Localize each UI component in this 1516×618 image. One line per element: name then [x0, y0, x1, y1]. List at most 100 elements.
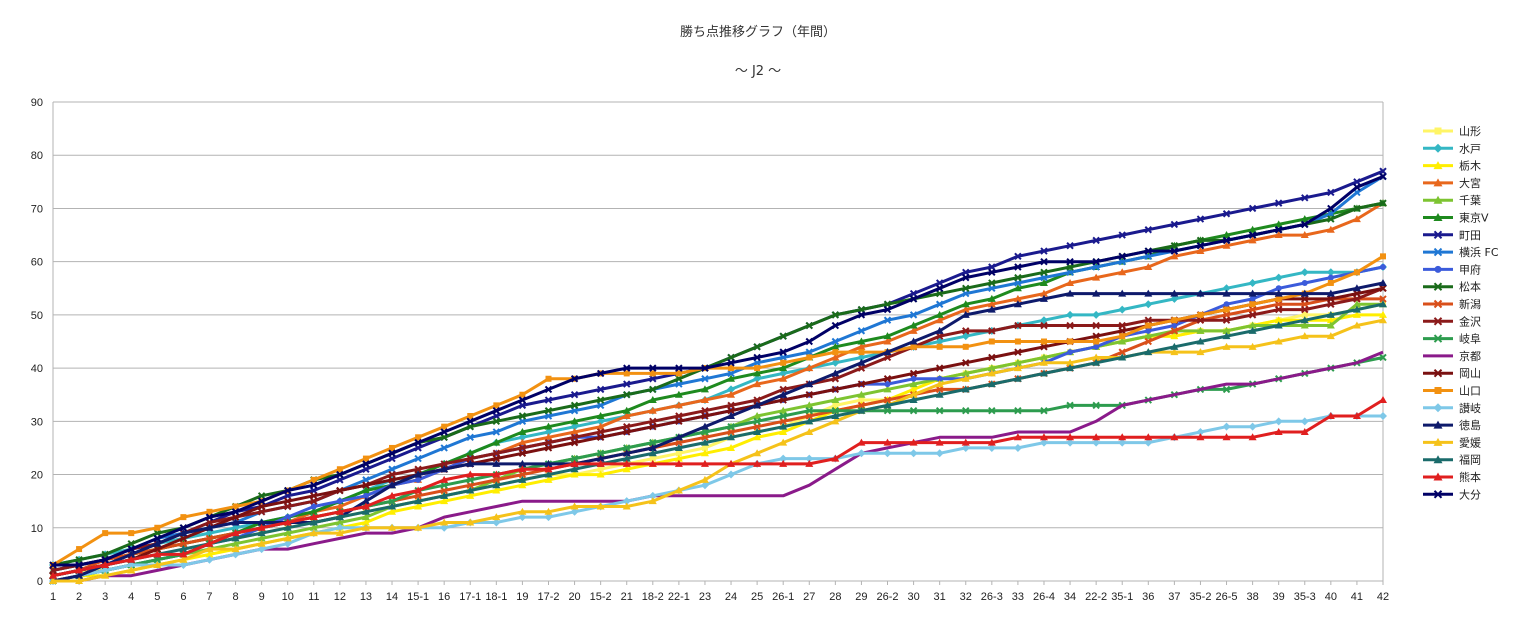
y-axis: 0 10 20 30 40 50 60 70 80 90: [31, 97, 43, 588]
data-point-stroke: [518, 449, 527, 457]
data-point: [675, 370, 682, 377]
data-point: [361, 497, 370, 505]
data-point: [205, 539, 214, 547]
data-point: [101, 566, 110, 575]
data-point: [857, 311, 866, 319]
data-point-stroke: [1014, 273, 1022, 282]
data-point: [1379, 353, 1387, 362]
data-point: [1118, 289, 1127, 297]
data-point-stroke: [518, 396, 527, 404]
data-point: [466, 476, 474, 484]
data-point: [492, 459, 501, 467]
data-point-stroke: [466, 417, 474, 426]
data-point-stroke: [1274, 305, 1283, 314]
series-line: [53, 318, 1384, 583]
data-point: [1197, 311, 1204, 318]
data-point-stroke: [1040, 321, 1048, 330]
data-point: [441, 423, 448, 430]
data-point-stroke: [101, 556, 109, 564]
data-point-stroke: [283, 497, 292, 505]
data-point: [231, 539, 240, 547]
data-point: [1352, 321, 1361, 329]
data-point-stroke: [753, 353, 761, 362]
data-point: [388, 497, 396, 505]
x-tick-label: 11: [308, 591, 319, 603]
data-point: [49, 577, 57, 584]
data-point: [857, 337, 866, 345]
legend-item: 金沢: [1423, 314, 1481, 328]
data-point: [831, 412, 840, 420]
data-point: [466, 470, 475, 478]
data-point: [1274, 337, 1283, 345]
data-point: [1118, 327, 1126, 335]
data-point: [988, 327, 996, 335]
data-point-stroke: [988, 406, 996, 415]
data-point: [622, 449, 631, 457]
data-point: [362, 460, 370, 468]
x-tick-label: 12: [334, 591, 346, 603]
data-point: [935, 364, 944, 372]
data-point: [544, 422, 553, 430]
data-point: [127, 545, 135, 553]
data-point: [1144, 348, 1153, 356]
data-point-stroke: [779, 385, 787, 394]
data-point: [805, 417, 814, 425]
data-point: [544, 385, 553, 394]
data-point: [415, 434, 422, 441]
data-point: [857, 449, 866, 458]
data-point: [1248, 278, 1257, 287]
data-point: [935, 332, 944, 340]
data-point: [857, 364, 866, 372]
data-point: [1300, 427, 1309, 435]
data-point: [779, 332, 787, 340]
legend-label: 山口: [1459, 385, 1481, 398]
data-point: [336, 486, 344, 495]
data-point: [310, 481, 318, 489]
legend-item: 栃木: [1423, 159, 1481, 173]
legend-label: 熊本: [1459, 470, 1481, 484]
data-point-stroke: [857, 327, 866, 335]
series-line: [53, 350, 1384, 583]
data-point-stroke: [649, 364, 657, 372]
data-point: [1196, 337, 1205, 345]
data-point: [805, 321, 813, 330]
data-point: [1300, 231, 1309, 239]
data-point: [1039, 433, 1048, 441]
data-point: [910, 375, 917, 382]
data-point-stroke: [831, 337, 840, 346]
data-point: [1014, 321, 1022, 330]
data-point: [76, 546, 83, 553]
data-point: [49, 571, 57, 579]
data-point: [623, 391, 631, 399]
data-point: [49, 561, 57, 569]
data-point: [1013, 374, 1022, 382]
data-point: [179, 561, 188, 570]
data-point: [857, 380, 866, 388]
data-point: [648, 497, 657, 505]
legend-swatch-marker: [1433, 230, 1443, 240]
data-point: [1379, 310, 1387, 318]
data-point: [623, 428, 631, 436]
data-point: [857, 327, 866, 335]
data-point: [310, 492, 318, 500]
legend-label: 大宮: [1459, 176, 1481, 190]
data-point: [883, 337, 892, 345]
data-point-stroke: [962, 284, 970, 292]
legend-swatch-marker-stroke: [1433, 299, 1443, 309]
data-point: [779, 454, 788, 463]
legend-swatch-marker-stroke: [1433, 490, 1443, 499]
data-point-stroke: [675, 417, 683, 426]
data-point: [153, 561, 162, 569]
data-point: [649, 422, 657, 431]
data-point-stroke: [1040, 343, 1048, 351]
data-point: [805, 348, 813, 356]
data-point: [961, 385, 970, 393]
data-point: [283, 518, 292, 526]
data-point: [622, 497, 631, 506]
data-point-stroke: [596, 385, 605, 394]
data-point: [1066, 438, 1075, 447]
x-axis: 1 2 3 4 5 6 7 8 9 10 11 12 13 14 15-1 16 17-1 18-1 19 17-2 2…: [50, 581, 1389, 603]
data-point: [1379, 172, 1387, 181]
x-tick-label: 3: [102, 591, 108, 603]
